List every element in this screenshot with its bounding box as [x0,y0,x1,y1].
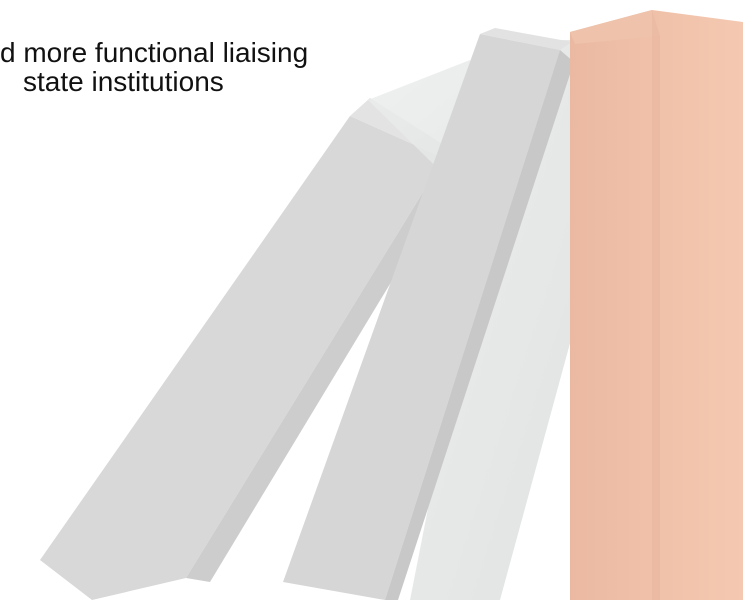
middle-tilted-block [283,28,574,600]
peach-upright-block [570,10,743,600]
slide-caption: d more functional liaising state institu… [0,38,560,96]
caption-line-1: d more functional liaising [0,37,309,68]
caption-line-2: state institutions [23,66,224,97]
